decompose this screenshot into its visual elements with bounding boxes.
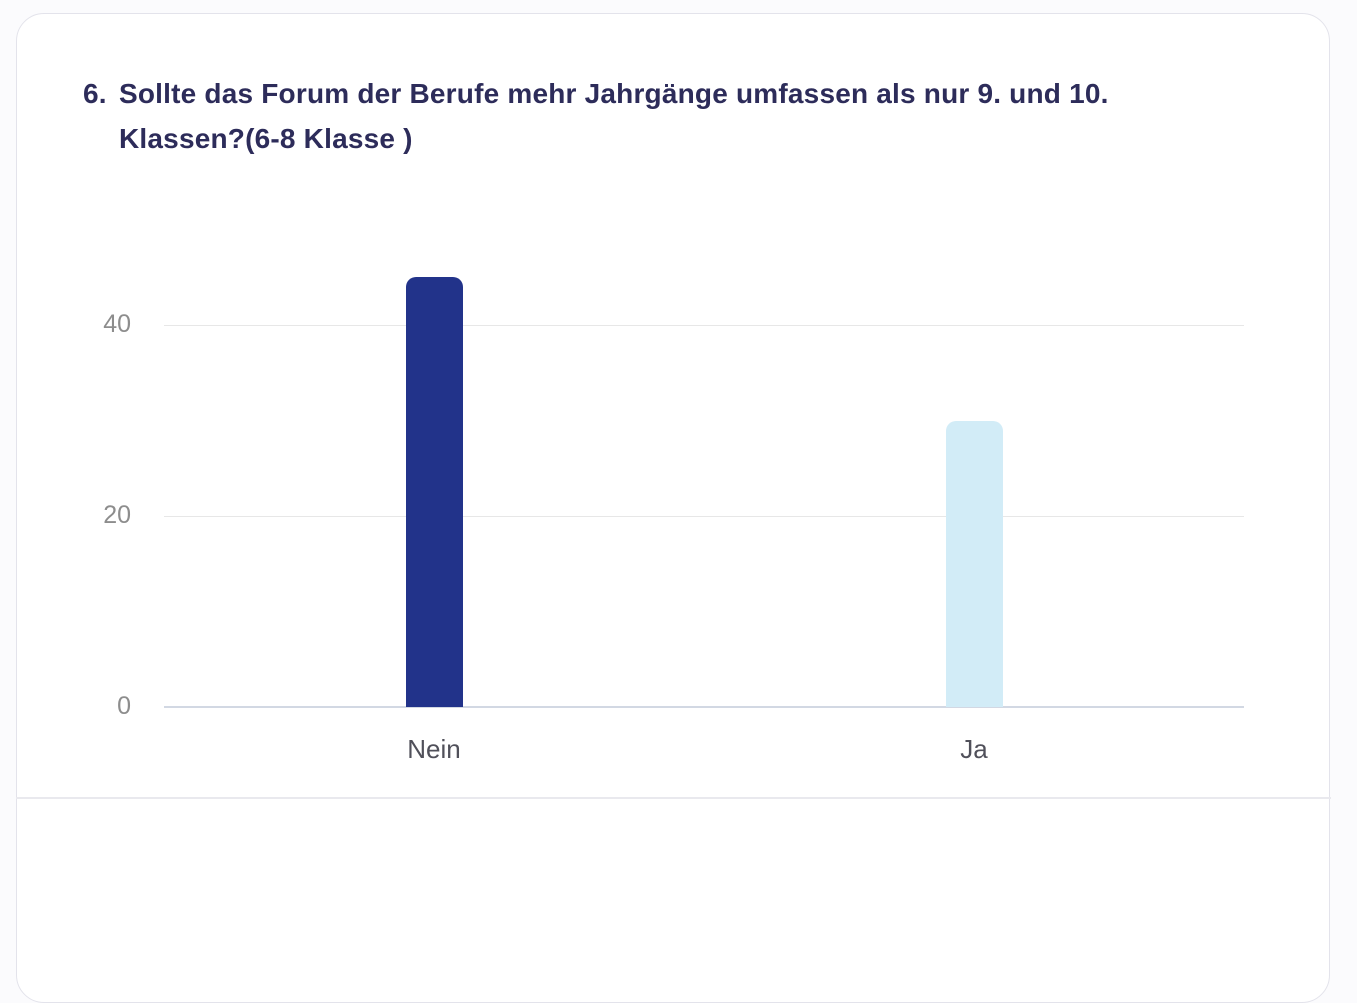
gridline-20 [164, 516, 1244, 517]
y-axis-tick-label-0: 0 [117, 692, 131, 720]
question-text-line2: Klassen?(6-8 Klasse ) [119, 123, 413, 154]
question-title: 6. Sollte das Forum der Berufe mehr Jahr… [83, 71, 1109, 161]
card-divider [15, 797, 1331, 799]
gridline-40 [164, 325, 1244, 326]
y-axis-tick-label-40: 40 [103, 310, 131, 338]
y-axis-tick-label-20: 20 [103, 501, 131, 529]
bar-nein[interactable] [405, 277, 463, 707]
question-text-line1: Sollte das Forum der Berufe mehr Jahrgän… [119, 78, 1109, 109]
x-axis-label-nein: Nein [407, 734, 461, 764]
gridline-0 [164, 706, 1244, 708]
question-number: 6. [83, 78, 107, 109]
bar-ja[interactable] [945, 420, 1003, 707]
question-text: Sollte das Forum der Berufe mehr Jahrgän… [119, 71, 1109, 161]
x-axis-label-ja: Ja [960, 734, 988, 764]
question-result-card: 6. Sollte das Forum der Berufe mehr Jahr… [15, 13, 1331, 1003]
bar-chart: 0 20 40 Nein Ja [17, 14, 1329, 797]
